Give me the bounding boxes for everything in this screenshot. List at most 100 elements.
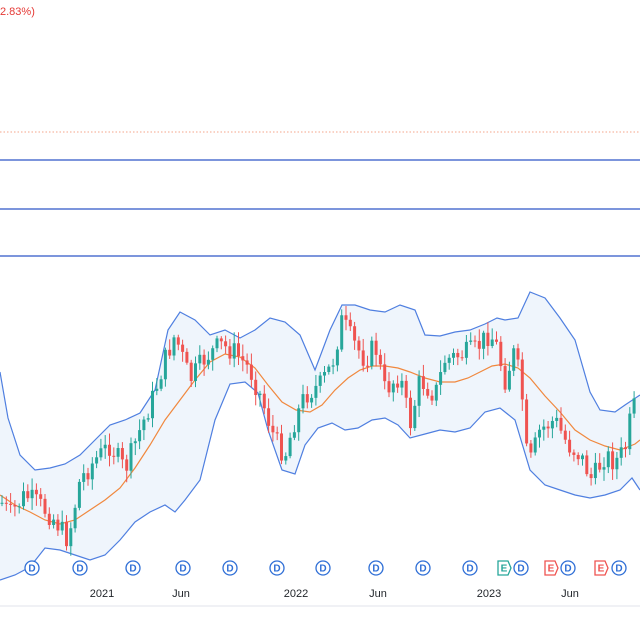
svg-text:D: D bbox=[615, 564, 622, 575]
candle bbox=[30, 478, 34, 510]
dividend-marker[interactable]: D bbox=[175, 560, 191, 576]
candle bbox=[280, 424, 283, 465]
candle bbox=[421, 364, 425, 396]
candle-body bbox=[378, 354, 382, 365]
candle bbox=[254, 371, 258, 406]
candle bbox=[0, 495, 4, 507]
svg-text:D: D bbox=[226, 564, 233, 575]
candle bbox=[430, 390, 434, 406]
candle bbox=[555, 409, 559, 428]
candle bbox=[383, 353, 387, 390]
candle bbox=[606, 446, 610, 474]
time-axis: 2021 Jun 2022 Jun 2023 Jun bbox=[0, 588, 640, 607]
candle-body bbox=[4, 502, 8, 504]
candle bbox=[525, 393, 529, 447]
candle bbox=[477, 329, 481, 360]
svg-text:D: D bbox=[129, 564, 136, 575]
band-upper-line bbox=[0, 291, 640, 471]
candle-body bbox=[374, 340, 378, 355]
candle bbox=[168, 339, 172, 359]
svg-text:E: E bbox=[548, 564, 555, 575]
candle-body bbox=[56, 519, 60, 531]
candle-body bbox=[512, 348, 516, 371]
candle-body bbox=[318, 375, 322, 386]
candle-body bbox=[391, 383, 395, 393]
candle bbox=[585, 450, 589, 477]
dividend-marker[interactable]: D bbox=[72, 560, 88, 576]
candle-body bbox=[464, 341, 468, 358]
candle bbox=[503, 358, 507, 394]
dividend-marker[interactable]: D bbox=[368, 560, 384, 576]
candle bbox=[464, 334, 468, 365]
candle-body bbox=[507, 370, 511, 390]
candle bbox=[142, 416, 146, 441]
candle bbox=[516, 343, 520, 367]
candle-body bbox=[353, 326, 357, 341]
candle-body bbox=[159, 379, 163, 389]
candle bbox=[568, 430, 572, 457]
candle-body bbox=[60, 521, 64, 531]
candle bbox=[9, 493, 13, 513]
x-axis-label: Jun bbox=[561, 588, 579, 600]
dividend-marker[interactable]: D bbox=[415, 560, 431, 576]
candle bbox=[310, 394, 314, 408]
candle bbox=[249, 353, 253, 388]
candle-body bbox=[86, 473, 90, 480]
candle-body bbox=[69, 528, 73, 547]
horizontal-lines[interactable] bbox=[0, 131, 640, 257]
svg-text:D: D bbox=[179, 564, 186, 575]
candle bbox=[598, 453, 602, 473]
candle bbox=[335, 346, 339, 372]
dividend-marker[interactable]: D bbox=[269, 560, 285, 576]
candle-body bbox=[430, 395, 434, 401]
dividend-marker[interactable]: D bbox=[315, 560, 331, 576]
dividend-marker[interactable]: D bbox=[125, 560, 141, 576]
earnings-marker[interactable]: E bbox=[594, 560, 609, 576]
candle bbox=[542, 419, 546, 441]
candle-body bbox=[189, 362, 193, 381]
x-axis-label: Jun bbox=[369, 588, 387, 600]
candle bbox=[95, 450, 99, 469]
candle-body bbox=[292, 432, 296, 438]
candle-body bbox=[202, 354, 206, 365]
candle-body bbox=[348, 319, 352, 327]
candle bbox=[90, 457, 94, 490]
candle-body bbox=[194, 363, 197, 381]
candle bbox=[323, 365, 326, 383]
x-axis-label: 2022 bbox=[284, 588, 308, 600]
dividend-marker[interactable]: D bbox=[24, 560, 40, 576]
candle-body bbox=[598, 462, 602, 470]
dividend-marker[interactable]: D bbox=[611, 560, 627, 576]
candle-body bbox=[538, 429, 541, 438]
candle-body bbox=[237, 343, 240, 357]
candle-body bbox=[43, 498, 47, 514]
candle-body bbox=[533, 437, 537, 453]
moving-average-line bbox=[0, 353, 640, 525]
dividend-marker[interactable]: D bbox=[222, 560, 238, 576]
candle bbox=[211, 345, 215, 371]
candle bbox=[507, 361, 511, 392]
candle bbox=[357, 336, 361, 359]
candle bbox=[284, 452, 288, 465]
candle bbox=[520, 352, 524, 411]
dividend-marker[interactable]: D bbox=[462, 560, 478, 576]
candle-body bbox=[219, 338, 223, 342]
earnings-marker[interactable]: E bbox=[497, 560, 512, 576]
dividend-marker[interactable]: D bbox=[513, 560, 529, 576]
candle-body bbox=[9, 503, 13, 505]
candle-body bbox=[602, 467, 606, 470]
svg-text:D: D bbox=[319, 564, 326, 575]
candle-body bbox=[383, 364, 387, 382]
candle-body bbox=[452, 352, 455, 358]
candle-body bbox=[168, 349, 172, 356]
earnings-marker[interactable]: E bbox=[544, 560, 559, 576]
candle bbox=[473, 335, 477, 348]
candle-body bbox=[310, 397, 314, 403]
candle bbox=[185, 348, 189, 365]
candle bbox=[232, 332, 236, 368]
candle bbox=[13, 500, 17, 517]
candle bbox=[327, 364, 331, 375]
candle-body bbox=[95, 457, 99, 464]
dividend-marker[interactable]: D bbox=[560, 560, 576, 576]
